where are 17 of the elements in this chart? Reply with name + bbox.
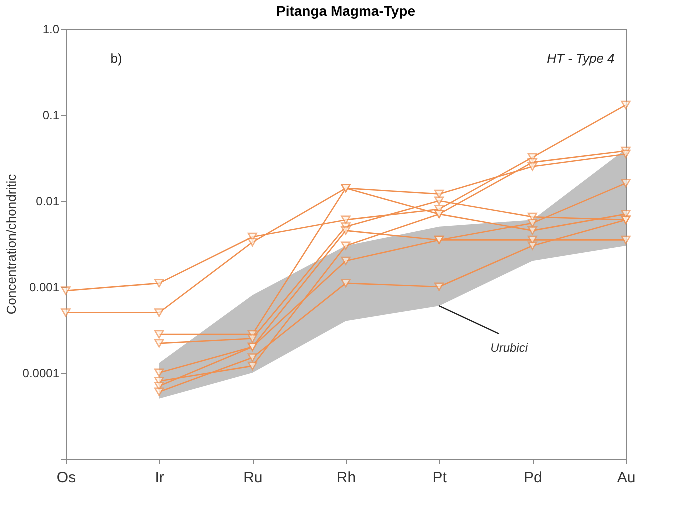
chart-title: Pitanga Magma-Type [276,3,416,19]
annotation: Urubici [490,341,528,356]
x-tick-label: Ir [155,470,164,486]
y-tick-label: 0.01 [36,194,60,208]
x-tick-label: Os [56,470,76,486]
y-axis-title: Concentration/chondritic [4,174,19,315]
y-tick-label: 0.0001 [22,366,60,380]
x-tick-label: Pd [524,470,542,486]
x-tick-label: Ru [244,470,263,486]
annotation: HT - Type 4 [547,51,615,66]
y-tick-label: 0.001 [29,280,60,294]
x-tick-label: Pt [432,470,448,486]
y-tick-label: 0.1 [42,108,60,122]
x-tick-label: Rh [336,470,356,486]
annotation: b) [110,51,122,66]
x-tick-label: Au [617,470,636,486]
y-tick-label: 1.0 [42,22,60,36]
